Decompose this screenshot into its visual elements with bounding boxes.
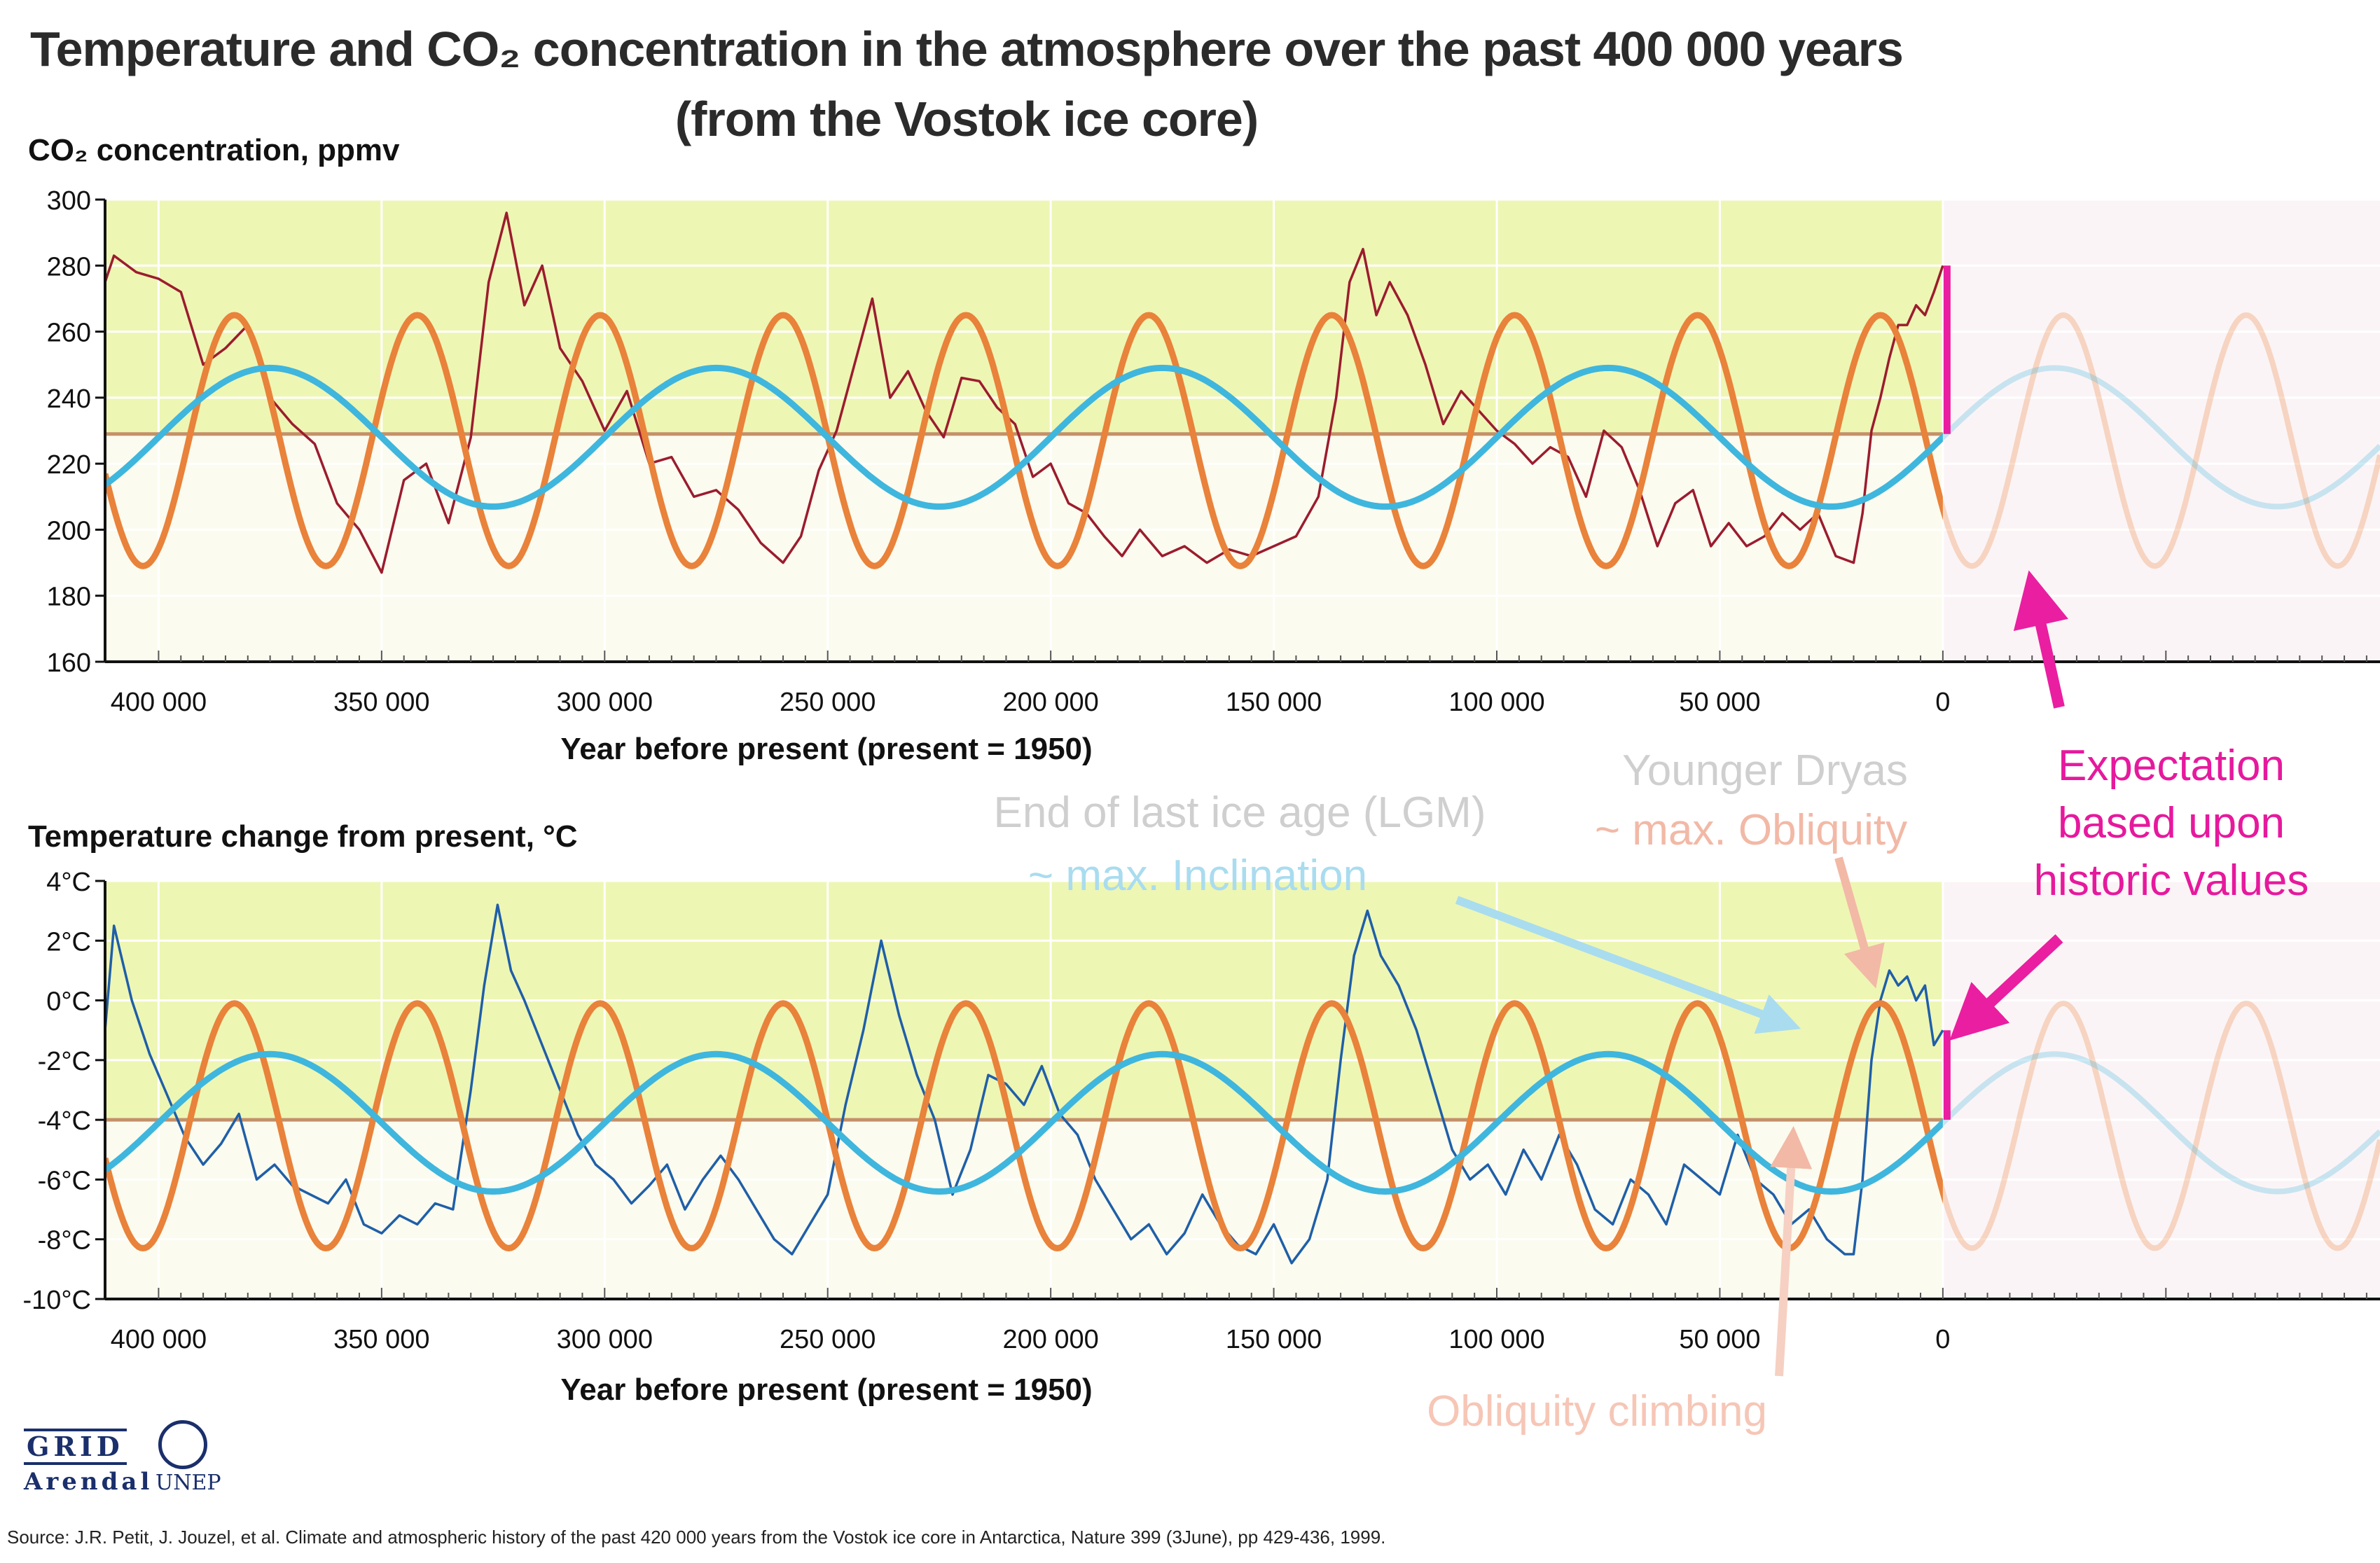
arendal-logo: Arendal — [24, 1468, 153, 1496]
temp-y-tick-label: -4°C — [38, 1106, 91, 1136]
co2-obliquity-projection — [1942, 312, 2380, 569]
temperature-ylabel: Temperature change from present, °C — [28, 819, 578, 854]
dryas-arrow — [1834, 856, 1885, 989]
co2-y-tick-label: 180 — [47, 583, 91, 612]
co2-y-tick-label: 240 — [47, 384, 91, 414]
temp-future-band — [1942, 881, 2380, 1299]
temp-obliquity-projection — [1942, 1000, 2380, 1251]
annotation-arrows — [1455, 570, 2068, 1377]
co2-cool-band — [105, 433, 1943, 662]
temp-x-tick-label: 150 000 — [1226, 1325, 1322, 1354]
co2-ylabel: CO₂ concentration, ppmv — [28, 133, 400, 167]
co2-x-tick-label: 200 000 — [1002, 688, 1098, 717]
temp-data-line — [104, 903, 1944, 1265]
temp-y-tick-label: -10°C — [22, 1286, 91, 1315]
temp-x-tick-label: 200 000 — [1002, 1325, 1098, 1354]
annotation-expectation-1: Expectation — [2058, 742, 2285, 790]
unep-emblem-icon — [158, 1420, 207, 1469]
annotation-inclination: ~ max. Inclination — [1028, 852, 1368, 900]
temp-x-tick-label: 250 000 — [780, 1325, 876, 1354]
co2-obliquity-fit — [105, 312, 1943, 569]
temp-x-tick-label: 350 000 — [333, 1325, 429, 1354]
temp-y-tick-label: -6°C — [38, 1166, 91, 1195]
expectation-arrow-upper — [2013, 570, 2068, 709]
temp-x-tick-label: 400 000 — [111, 1325, 207, 1354]
annotation-lgm: End of last ice age (LGM) — [993, 789, 1486, 837]
co2-x-tick-label: 100 000 — [1448, 688, 1544, 717]
unep-logo: UNEP — [155, 1471, 221, 1495]
annotation-younger-dryas: Younger Dryas — [1622, 746, 1908, 795]
co2-x-tick-label: 350 000 — [333, 688, 429, 717]
co2-x-tick-label: 50 000 — [1679, 688, 1760, 717]
co2-y-tick-label: 160 — [47, 648, 91, 678]
co2-inclination-projection — [1942, 365, 2380, 510]
co2-x-tick-label: 150 000 — [1226, 688, 1322, 717]
co2-x-tick-label: 300 000 — [557, 688, 653, 717]
co2-x-tick-label: 250 000 — [780, 688, 876, 717]
temp-x-tick-label: 300 000 — [557, 1325, 653, 1354]
co2-x-tick-label: 0 — [1935, 688, 1950, 717]
temp-x-tick-label: 50 000 — [1679, 1325, 1760, 1354]
temp-y-tick-label: 4°C — [46, 868, 91, 897]
temp-y-tick-label: 0°C — [46, 987, 91, 1017]
grid-logo: GRID — [24, 1429, 127, 1465]
co2-y-tick-label: 200 — [47, 516, 91, 546]
temperature-xlabel: Year before present (present = 1950) — [560, 1373, 1093, 1407]
co2-y-tick-label: 260 — [47, 319, 91, 348]
temp-x-tick-label: 100 000 — [1448, 1325, 1544, 1354]
obliquity-climbing-arrow — [1770, 1126, 1813, 1377]
temp-inclination-fit — [105, 1050, 1943, 1195]
chart-title: Temperature and CO₂ concentration in the… — [30, 22, 1904, 76]
co2-y-tick-label: 280 — [47, 252, 91, 282]
co2-x-tick-label: 400 000 — [111, 688, 207, 717]
source-note: Source: J.R. Petit, J. Jouzel, et al. Cl… — [7, 1527, 1386, 1548]
annotation-expectation-3: historic values — [2033, 856, 2309, 905]
temp-y-tick-label: 2°C — [46, 927, 91, 957]
temp-obliquity-fit — [105, 1000, 1943, 1252]
co2-y-tick-label: 220 — [47, 450, 91, 480]
annotation-obliquity: ~ max. Obliquity — [1594, 806, 1908, 854]
co2-panel: 160 180 200 220 240 260 280 300 400 000 350 000 30… — [47, 186, 2380, 717]
temp-inclination-projection — [1942, 1051, 2380, 1195]
temperature-panel: -10°C -8°C -6°C -4°C -2°C 0°C 2°C 4°C 400 000 350… — [22, 868, 2380, 1354]
temp-y-tick-label: -2°C — [38, 1047, 91, 1076]
co2-y-tick-label: 300 — [47, 186, 91, 216]
annotation-expectation-2: based upon — [2057, 799, 2285, 847]
temp-x-tick-label: 0 — [1935, 1325, 1950, 1354]
expectation-arrow-lower — [1949, 934, 2063, 1041]
co2-inclination-fit — [105, 364, 1943, 510]
lgm-arrow — [1455, 896, 1801, 1034]
annotation-obliquity-climbing: Obliquity climbing — [1427, 1387, 1767, 1436]
temp-y-tick-label: -8°C — [38, 1226, 91, 1256]
chart-subtitle: (from the Vostok ice core) — [674, 92, 1259, 146]
co2-xlabel: Year before present (present = 1950) — [560, 732, 1093, 766]
